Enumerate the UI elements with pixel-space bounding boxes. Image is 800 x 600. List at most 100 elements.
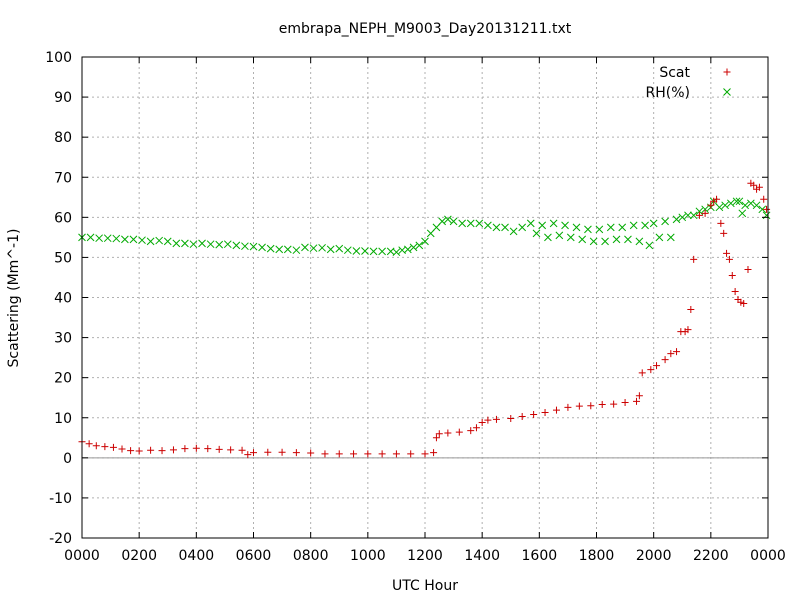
scat-point xyxy=(392,450,400,458)
scat-point xyxy=(740,300,748,308)
rh-point xyxy=(484,221,492,230)
scat-point xyxy=(633,397,641,405)
rh-point xyxy=(232,241,241,250)
rh-point xyxy=(758,205,767,214)
rh-point xyxy=(735,197,744,206)
scat-point xyxy=(638,369,646,377)
x-axis-label: UTC Hour xyxy=(392,578,458,594)
y-tick-label: 10 xyxy=(54,411,72,427)
rh-point xyxy=(415,241,424,250)
legend-label-rh: RH(%) xyxy=(646,85,690,101)
x-tick-label: 1600 xyxy=(522,548,558,564)
rh-point xyxy=(409,243,418,252)
rh-point xyxy=(309,244,318,253)
scat-point xyxy=(575,402,583,410)
rh-point xyxy=(258,243,266,252)
rh-point xyxy=(678,213,687,222)
scat-point xyxy=(467,427,475,435)
scat-point xyxy=(728,271,736,279)
scat-point xyxy=(455,428,463,436)
y-axis-label: Scattering (Mm^-1) xyxy=(6,229,22,368)
scat-point xyxy=(647,366,655,374)
rh-point xyxy=(595,225,604,234)
rh-point xyxy=(121,235,129,244)
legend-marker-scat xyxy=(723,68,731,76)
rh-point xyxy=(181,239,189,248)
scat-point xyxy=(552,406,560,414)
x-tick-label: 1800 xyxy=(579,548,615,564)
scat-point xyxy=(307,449,315,457)
legend-label-scat: Scat xyxy=(659,65,690,81)
rh-point xyxy=(112,234,121,243)
x-tick-label: 2000 xyxy=(636,548,672,564)
rh-point xyxy=(518,223,527,232)
rh-point xyxy=(444,215,452,224)
rh-point xyxy=(95,234,104,243)
scat-point xyxy=(687,306,695,314)
rh-point xyxy=(726,199,735,208)
rh-point xyxy=(509,227,518,236)
scat-point xyxy=(250,449,257,457)
rh-point xyxy=(501,223,509,232)
scat-point xyxy=(492,415,500,423)
rh-point xyxy=(544,233,552,242)
scat-point xyxy=(518,413,526,421)
scat-point xyxy=(264,448,272,456)
scat-point xyxy=(684,326,692,334)
rh-point xyxy=(641,221,649,230)
scat-point xyxy=(227,446,235,454)
scat-point xyxy=(101,443,109,451)
rh-point xyxy=(198,239,206,248)
scat-point xyxy=(118,445,126,453)
scat-point xyxy=(135,447,143,455)
rh-point xyxy=(649,219,658,228)
rh-point xyxy=(655,233,664,242)
scat-point xyxy=(169,446,177,454)
scat-point xyxy=(610,400,618,408)
rh-point xyxy=(403,245,412,254)
scat-point xyxy=(478,419,486,427)
rh-point xyxy=(606,223,615,232)
x-tick-label: 0400 xyxy=(179,548,215,564)
rh-point xyxy=(343,246,352,255)
rh-point xyxy=(283,245,292,254)
y-tick-label: 80 xyxy=(54,130,72,146)
rh-point xyxy=(206,240,215,249)
scat-point xyxy=(484,416,492,424)
scat-point xyxy=(755,183,763,191)
scat-point xyxy=(158,447,166,455)
rh-point xyxy=(432,223,441,232)
axis-ticks: -20 -10 0 10 20 30 40 50 60 70 80 90 100 0000 0200 0400… xyxy=(45,50,786,564)
y-tick-label: 50 xyxy=(54,250,72,266)
rh-point xyxy=(618,223,627,232)
y-tick-label: 30 xyxy=(54,331,72,347)
rh-point xyxy=(584,225,592,234)
rh-point xyxy=(572,223,581,232)
rh-point xyxy=(475,219,484,228)
scat-point xyxy=(407,450,415,458)
scat-point xyxy=(472,424,480,432)
scat-point xyxy=(127,447,135,455)
scat-point xyxy=(731,287,739,295)
rh-point xyxy=(589,237,598,246)
scat-point xyxy=(690,255,698,263)
rh-point xyxy=(163,237,172,246)
x-tick-label: 0000 xyxy=(750,548,786,564)
scat-point xyxy=(92,442,100,450)
scat-point xyxy=(181,445,189,453)
y-tick-label: 90 xyxy=(54,90,72,106)
rh-point xyxy=(732,197,741,206)
rh-point xyxy=(666,233,675,242)
scat-point xyxy=(737,298,745,306)
scat-point xyxy=(635,392,643,400)
rh-point xyxy=(352,247,361,255)
rh-point xyxy=(715,203,724,212)
rh-point xyxy=(421,237,429,246)
x-tick-label: 0200 xyxy=(121,548,157,564)
legend-marker-rh xyxy=(723,88,731,96)
scat-point xyxy=(653,362,661,370)
series-layer xyxy=(78,179,771,459)
rh-point xyxy=(449,217,458,226)
scat-point xyxy=(725,255,733,263)
